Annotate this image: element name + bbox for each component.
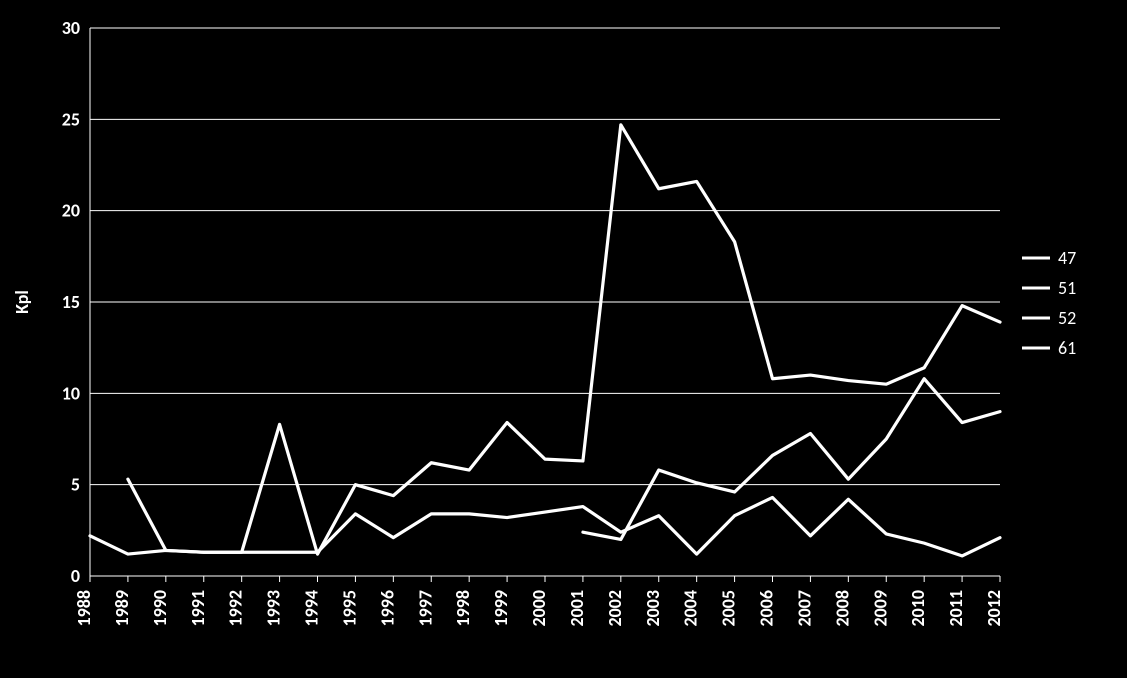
xtick-label: 2006 xyxy=(756,590,778,627)
xtick-label: 2007 xyxy=(793,590,815,627)
xtick-label: 1990 xyxy=(149,590,171,627)
xtick-label: 2008 xyxy=(831,590,853,627)
xtick-label: 1994 xyxy=(301,590,323,627)
xtick-label: 1996 xyxy=(376,590,398,627)
xtick-label: 1991 xyxy=(187,590,209,627)
xtick-label: 1999 xyxy=(490,590,512,627)
y-axis-label: Kpl xyxy=(11,290,33,314)
xtick-label: 1997 xyxy=(414,590,436,627)
xtick-label: 2009 xyxy=(869,590,891,627)
ytick-label: 10 xyxy=(62,382,80,404)
xtick-label: 1989 xyxy=(111,590,133,627)
line-chart: 0 5 10 15 20 25 30 1988 1989 1990 1991 1992 1993 1994… xyxy=(0,0,1127,678)
xtick-label: 2011 xyxy=(945,590,967,627)
xtick-label: 1998 xyxy=(452,590,474,627)
xtick-label: 2010 xyxy=(907,590,929,627)
ytick-label: 20 xyxy=(62,200,80,222)
legend-label-52: 52 xyxy=(1058,307,1076,329)
xtick-label: 1988 xyxy=(73,590,95,627)
xtick-label: 2005 xyxy=(718,590,740,627)
xtick-label: 2001 xyxy=(566,590,588,627)
xtick-label: 2002 xyxy=(604,590,626,627)
legend-label-51: 51 xyxy=(1058,277,1076,299)
xtick-label: 2000 xyxy=(528,590,550,627)
xtick-label: 2003 xyxy=(642,590,664,627)
legend-label-61: 61 xyxy=(1058,337,1076,359)
ytick-label: 0 xyxy=(71,565,80,587)
ytick-label: 15 xyxy=(62,291,80,313)
xtick-label: 1993 xyxy=(263,590,285,627)
xtick-label: 2004 xyxy=(680,590,702,627)
ytick-label: 30 xyxy=(62,17,80,39)
xtick-label: 1992 xyxy=(225,590,247,627)
legend-label-47: 47 xyxy=(1058,247,1076,269)
xtick-label: 1995 xyxy=(338,590,360,627)
xtick-label: 2012 xyxy=(983,590,1005,627)
ytick-label: 5 xyxy=(71,474,80,496)
ytick-label: 25 xyxy=(62,108,80,130)
